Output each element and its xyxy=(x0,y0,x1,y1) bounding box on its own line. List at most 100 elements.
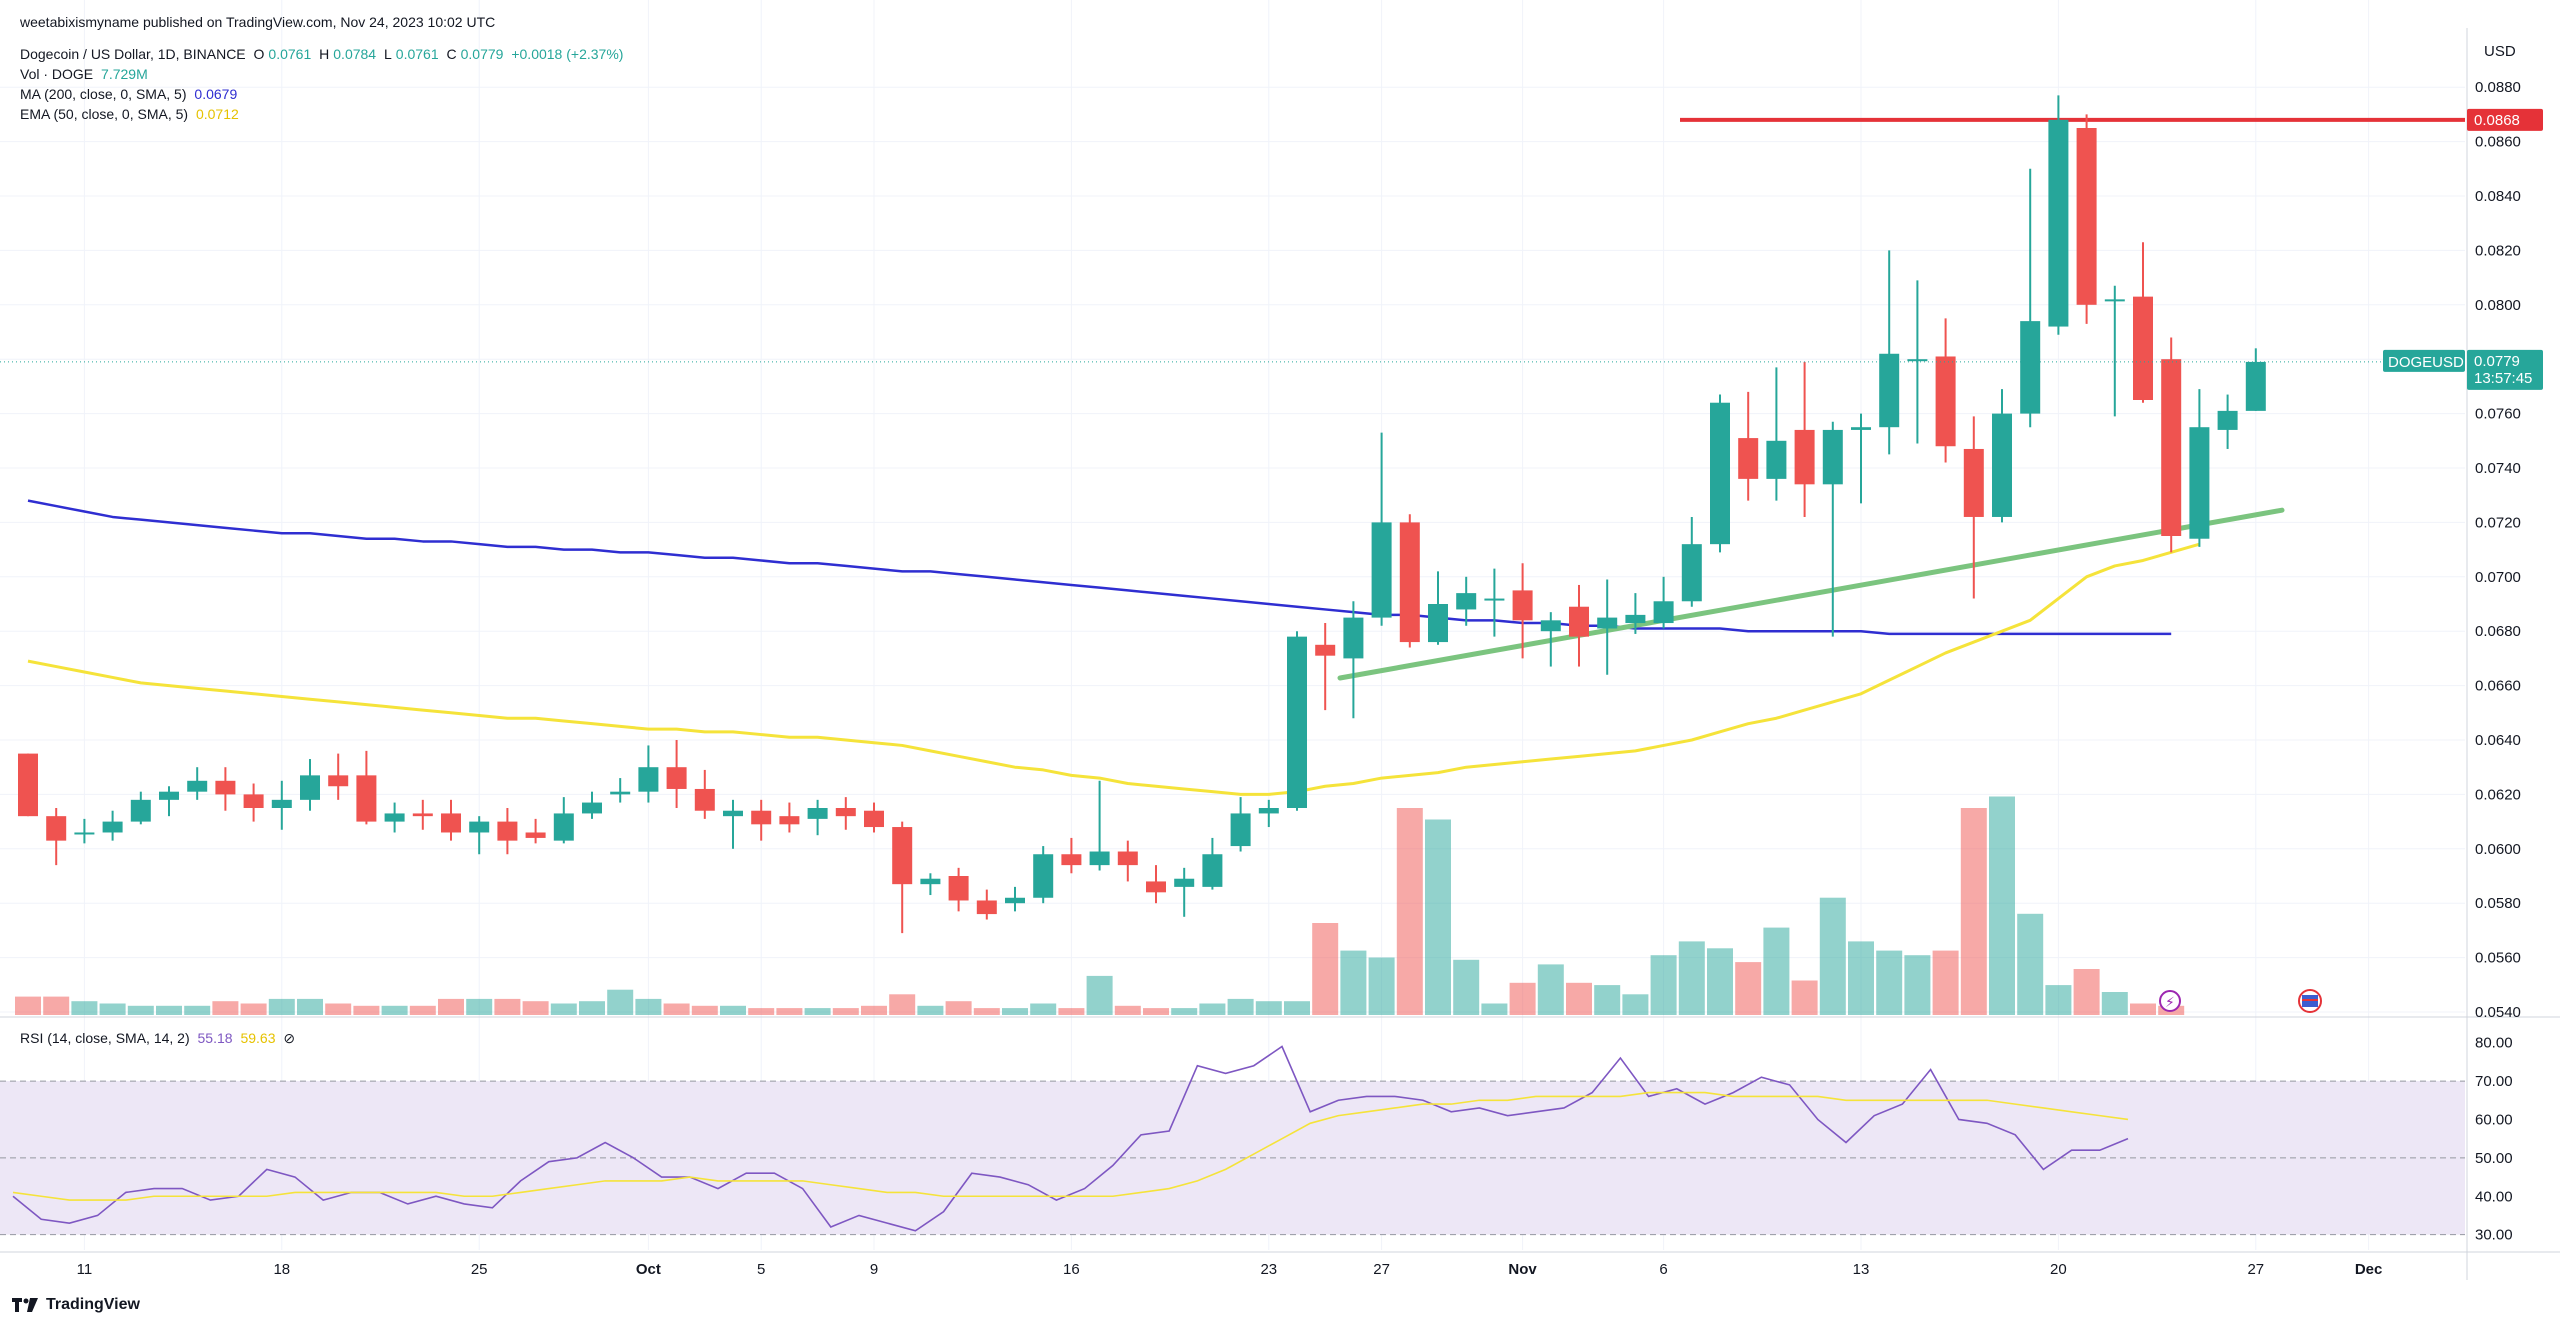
candle-body xyxy=(723,810,743,817)
symbol-legend: Dogecoin / US Dollar, 1D, BINANCE O 0.076… xyxy=(20,46,627,62)
volume-bar xyxy=(71,1001,98,1015)
candle-body xyxy=(1230,813,1251,847)
volume-bar xyxy=(1396,808,1423,1015)
volume-bar xyxy=(917,1005,944,1015)
candle-body xyxy=(1343,617,1364,659)
trendline xyxy=(1337,507,2285,681)
candle-body xyxy=(1625,614,1646,624)
tradingview-brand[interactable]: TradingView xyxy=(12,1296,140,1314)
resistance-badge-text: 0.0868 xyxy=(2474,112,2520,129)
candle-body xyxy=(1766,440,1787,479)
rsi-legend: RSI (14, close, SMA, 14, 2) 55.18 59.63 … xyxy=(20,1030,299,1047)
candle-body xyxy=(1117,851,1138,866)
trendline-support[interactable] xyxy=(1337,507,2285,681)
price-tick-label: 0.0620 xyxy=(2475,786,2521,803)
candles xyxy=(0,95,2465,934)
candle-body xyxy=(130,799,151,822)
candle-body xyxy=(1202,854,1223,887)
rsi-tick-label: 30.00 xyxy=(2475,1227,2513,1244)
volume-bar xyxy=(663,1003,690,1015)
volume-bar xyxy=(522,1001,549,1015)
volume-bar xyxy=(720,1005,746,1015)
candle-body xyxy=(1569,606,1589,637)
candle-body xyxy=(18,753,38,817)
candle-body xyxy=(2020,321,2041,414)
candle-body xyxy=(2245,361,2266,411)
volume-bar xyxy=(353,1005,380,1015)
ema-value: 0.0712 xyxy=(195,106,239,122)
candle-body xyxy=(1484,598,1505,601)
volume-bar xyxy=(15,996,41,1015)
volume-bar xyxy=(1509,982,1536,1015)
axes: USD0.08800.08600.08400.08200.08000.07800… xyxy=(77,43,2521,1278)
rsi-tick-label: 50.00 xyxy=(2475,1150,2513,1167)
visibility-icon[interactable]: ⊘ xyxy=(283,1030,296,1046)
volume-bar xyxy=(99,1003,126,1015)
candle-body xyxy=(1428,604,1448,643)
ema-legend: EMA (50, close, 0, SMA, 5) 0.0712 xyxy=(20,106,243,122)
candle-body xyxy=(497,821,518,841)
price-tick-label: 0.0880 xyxy=(2475,79,2521,96)
volume-bar xyxy=(466,998,493,1015)
volume-bar xyxy=(1227,998,1254,1015)
volume-bar xyxy=(1255,1001,1282,1015)
volume-bar xyxy=(1340,950,1367,1015)
ema50-line xyxy=(27,542,2200,796)
candle-body xyxy=(1851,427,1871,430)
candle-body xyxy=(920,878,941,885)
volume-bars xyxy=(15,796,2185,1015)
flag-event-icon xyxy=(2298,989,2322,1013)
volume-label: Vol · DOGE xyxy=(20,66,94,82)
time-tick-label: Dec xyxy=(2355,1261,2383,1278)
volume-bar xyxy=(438,998,464,1015)
rsi-label: RSI (14, close, SMA, 14, 2) xyxy=(20,1030,190,1046)
volume-bar xyxy=(1876,950,1903,1015)
price-tick-label: 0.0600 xyxy=(2475,841,2521,858)
candle-body xyxy=(300,775,320,800)
candle-body xyxy=(610,791,631,795)
last-price-badge-text: 13:57:45 xyxy=(2474,370,2532,387)
candle-body xyxy=(215,780,236,795)
volume-bar xyxy=(1284,1001,1310,1015)
time-tick-label: 9 xyxy=(870,1261,878,1278)
volume-bar xyxy=(607,989,634,1015)
rsi-value: 55.18 xyxy=(197,1030,233,1046)
candle-body xyxy=(1710,402,1730,545)
volume-bar xyxy=(1707,948,1733,1015)
candle-body xyxy=(1089,851,1110,866)
volume-bar xyxy=(776,1008,803,1015)
time-tick-label: 25 xyxy=(471,1261,488,1278)
symbol-tag-text: DOGEUSD xyxy=(2388,354,2464,371)
price-tick-label: 0.0760 xyxy=(2475,406,2521,423)
time-tick-label: 27 xyxy=(2247,1261,2264,1278)
volume-bar xyxy=(1199,1003,1226,1015)
volume-bar xyxy=(1114,1005,1141,1015)
volume-bar xyxy=(1143,1008,1169,1015)
price-tick-label: 0.0580 xyxy=(2475,895,2521,912)
volume-bar xyxy=(2130,1003,2156,1015)
candle-body xyxy=(2189,427,2210,539)
volume-bar xyxy=(2101,992,2128,1015)
volume-bar xyxy=(1960,808,1987,1015)
volume-bar xyxy=(1819,897,1846,1015)
rsi-pane xyxy=(0,1045,2465,1236)
volume-bar xyxy=(494,998,521,1015)
change-value: +0.0018 (+2.37%) xyxy=(511,46,624,62)
candle-body xyxy=(1033,854,1054,898)
candle-body xyxy=(412,813,433,817)
candle-body xyxy=(1681,544,1702,602)
volume-bar xyxy=(1650,955,1677,1015)
volume-bar xyxy=(1425,819,1451,1015)
high-value: 0.0784 xyxy=(333,46,377,62)
candle-body xyxy=(1794,429,1815,485)
volume-bar xyxy=(1086,975,1113,1015)
candle-body xyxy=(1935,356,1956,447)
volume-bar xyxy=(2017,913,2044,1015)
candle-body xyxy=(243,794,264,808)
candle-body xyxy=(553,813,574,841)
volume-bar xyxy=(861,1005,887,1015)
candle-body xyxy=(1456,593,1477,610)
price-tick-label: 0.0740 xyxy=(2475,460,2521,477)
